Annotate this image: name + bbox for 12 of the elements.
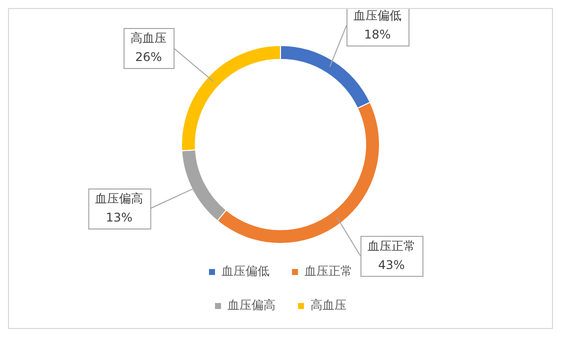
slice-label: 血压偏低: [353, 8, 402, 23]
data-label: 43%: [378, 258, 405, 272]
slice-label: 血压偏高: [95, 192, 144, 206]
data-label: 26%: [135, 50, 162, 64]
legend-label: 血压偏低: [222, 264, 270, 278]
legend-label: 高血压: [310, 298, 346, 312]
legend-label: 血压偏高: [228, 298, 276, 312]
legend-label: 血压正常: [304, 264, 352, 278]
data-label: 13%: [106, 210, 133, 225]
data-label: 18%: [364, 28, 391, 42]
slice-label: 血压正常: [367, 239, 416, 254]
slice-label: 高血压: [130, 31, 167, 46]
